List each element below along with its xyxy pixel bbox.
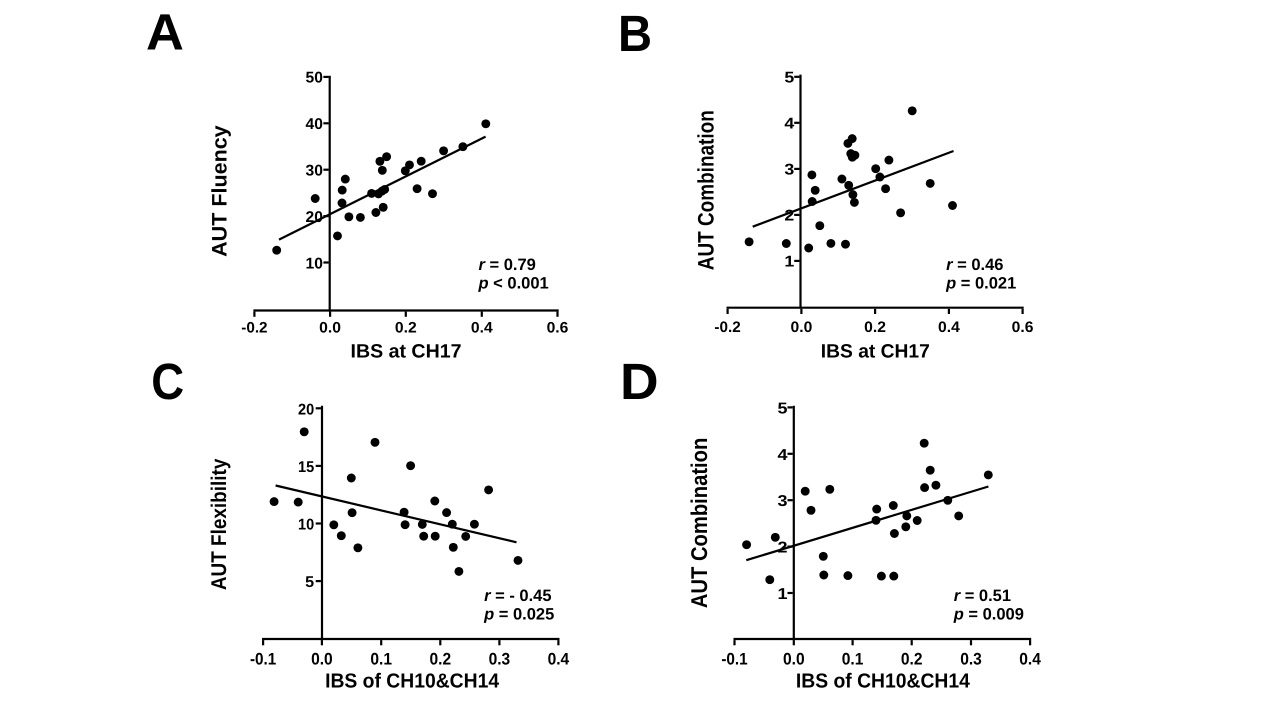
svg-text:-0.1: -0.1	[250, 649, 276, 668]
svg-text:4: 4	[778, 447, 788, 464]
svg-text:p = 0.025: p = 0.025	[483, 606, 554, 624]
svg-text:0.0: 0.0	[791, 319, 813, 336]
svg-text:AUT Flexibility: AUT Flexibility	[207, 459, 231, 591]
svg-text:A: A	[146, 4, 184, 61]
svg-text:50: 50	[306, 70, 324, 87]
svg-text:20: 20	[306, 209, 324, 226]
svg-text:0.1: 0.1	[842, 649, 864, 668]
svg-text:1: 1	[784, 254, 794, 271]
svg-text:0.3: 0.3	[489, 649, 511, 668]
svg-text:1: 1	[778, 586, 788, 603]
svg-text:0.2: 0.2	[430, 649, 452, 668]
svg-text:30: 30	[306, 163, 324, 180]
svg-text:r = 0.46: r = 0.46	[946, 256, 1003, 274]
svg-text:2: 2	[784, 208, 794, 225]
svg-text:0.0: 0.0	[783, 649, 805, 668]
svg-text:AUT Fluency: AUT Fluency	[208, 125, 231, 257]
svg-text:IBS of CH10&CH14: IBS of CH10&CH14	[325, 670, 500, 692]
svg-text:10: 10	[298, 517, 314, 534]
svg-text:r = - 0.45: r = - 0.45	[484, 587, 551, 605]
svg-text:p = 0.021: p = 0.021	[945, 275, 1016, 293]
svg-text:IBS of CH10&CH14: IBS of CH10&CH14	[796, 670, 971, 692]
svg-text:-0.1: -0.1	[721, 649, 747, 668]
svg-text:-0.2: -0.2	[714, 319, 740, 336]
svg-text:0.2: 0.2	[395, 319, 417, 336]
svg-text:0.6: 0.6	[1012, 319, 1034, 336]
svg-text:10: 10	[306, 255, 324, 272]
svg-text:r = 0.79: r = 0.79	[479, 256, 536, 274]
svg-text:5: 5	[784, 70, 794, 87]
svg-text:4: 4	[784, 116, 794, 133]
svg-text:5: 5	[305, 574, 314, 591]
svg-text:3: 3	[778, 493, 788, 510]
svg-text:3: 3	[784, 162, 794, 179]
svg-text:AUT Combination: AUT Combination	[694, 110, 719, 270]
svg-text:40: 40	[306, 116, 324, 133]
svg-text:IBS at CH17: IBS at CH17	[351, 342, 462, 363]
svg-text:5: 5	[778, 400, 788, 417]
svg-text:C: C	[151, 353, 184, 410]
svg-text:IBS at CH17: IBS at CH17	[821, 342, 930, 363]
svg-text:0.0: 0.0	[319, 319, 341, 336]
svg-text:0.6: 0.6	[547, 319, 569, 336]
svg-text:-0.2: -0.2	[241, 319, 267, 336]
svg-text:0.4: 0.4	[938, 319, 960, 336]
svg-text:0.0: 0.0	[311, 649, 333, 668]
svg-text:0.4: 0.4	[1019, 649, 1041, 668]
svg-text:r = 0.51: r = 0.51	[954, 587, 1011, 605]
svg-text:B: B	[618, 5, 652, 62]
svg-text:0.2: 0.2	[901, 649, 923, 668]
svg-text:0.1: 0.1	[370, 649, 392, 668]
svg-text:20: 20	[298, 401, 314, 418]
svg-text:0.4: 0.4	[548, 649, 570, 668]
svg-text:0.3: 0.3	[960, 649, 982, 668]
svg-text:0.2: 0.2	[864, 319, 886, 336]
svg-text:p < 0.001: p < 0.001	[478, 275, 549, 293]
svg-text:AUT Combination: AUT Combination	[686, 438, 712, 609]
svg-text:0.4: 0.4	[471, 319, 493, 336]
svg-text:D: D	[620, 353, 659, 410]
svg-text:15: 15	[298, 459, 314, 476]
svg-text:p = 0.009: p = 0.009	[953, 606, 1024, 624]
